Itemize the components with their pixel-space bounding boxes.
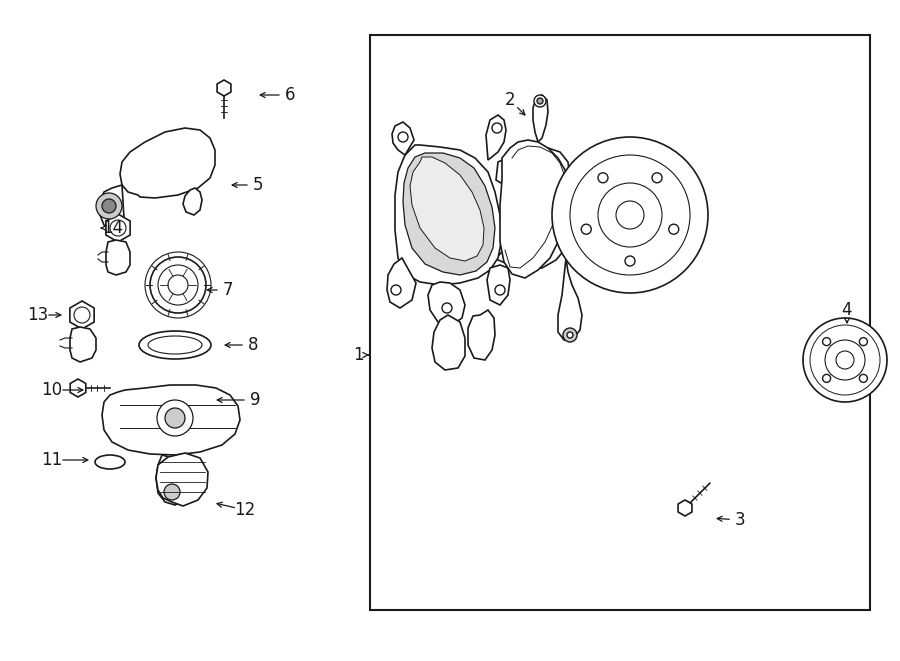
Circle shape bbox=[570, 155, 690, 275]
Circle shape bbox=[598, 183, 662, 247]
Polygon shape bbox=[70, 327, 96, 362]
Circle shape bbox=[616, 201, 644, 229]
Circle shape bbox=[823, 374, 831, 382]
Circle shape bbox=[398, 132, 408, 142]
Text: 10: 10 bbox=[41, 381, 63, 399]
Text: 6: 6 bbox=[284, 86, 295, 104]
Ellipse shape bbox=[95, 455, 125, 469]
Circle shape bbox=[157, 400, 193, 436]
Circle shape bbox=[823, 338, 831, 346]
Circle shape bbox=[442, 303, 452, 313]
Polygon shape bbox=[395, 145, 502, 285]
Circle shape bbox=[563, 328, 577, 342]
Text: 12: 12 bbox=[234, 501, 256, 519]
Ellipse shape bbox=[139, 331, 211, 359]
Circle shape bbox=[492, 123, 502, 133]
Circle shape bbox=[598, 173, 608, 183]
Polygon shape bbox=[533, 95, 548, 142]
Polygon shape bbox=[217, 80, 231, 96]
Polygon shape bbox=[70, 379, 86, 397]
Text: 1: 1 bbox=[353, 346, 364, 364]
Polygon shape bbox=[403, 153, 495, 275]
Polygon shape bbox=[496, 224, 568, 268]
Polygon shape bbox=[678, 500, 692, 516]
Circle shape bbox=[860, 338, 868, 346]
Circle shape bbox=[625, 256, 635, 266]
Circle shape bbox=[158, 265, 198, 305]
Circle shape bbox=[581, 224, 591, 234]
Polygon shape bbox=[496, 148, 570, 192]
Circle shape bbox=[567, 332, 573, 338]
Polygon shape bbox=[183, 188, 202, 215]
Polygon shape bbox=[102, 385, 240, 455]
Circle shape bbox=[652, 173, 662, 183]
Polygon shape bbox=[100, 185, 124, 230]
Bar bbox=[370, 35, 870, 610]
Circle shape bbox=[150, 257, 206, 313]
Polygon shape bbox=[120, 128, 215, 198]
Polygon shape bbox=[487, 265, 510, 305]
Ellipse shape bbox=[148, 336, 202, 354]
Polygon shape bbox=[468, 310, 495, 360]
Circle shape bbox=[803, 318, 887, 402]
Circle shape bbox=[810, 325, 880, 395]
Circle shape bbox=[825, 340, 865, 380]
Circle shape bbox=[110, 220, 126, 236]
Text: 11: 11 bbox=[41, 451, 63, 469]
Text: 7: 7 bbox=[223, 281, 233, 299]
Circle shape bbox=[860, 374, 868, 382]
Polygon shape bbox=[486, 115, 506, 160]
Polygon shape bbox=[106, 214, 130, 242]
Circle shape bbox=[164, 484, 180, 500]
Circle shape bbox=[102, 199, 116, 213]
Circle shape bbox=[165, 408, 185, 428]
Polygon shape bbox=[156, 453, 208, 506]
Polygon shape bbox=[410, 157, 484, 261]
Polygon shape bbox=[428, 282, 465, 325]
Polygon shape bbox=[392, 122, 414, 155]
Circle shape bbox=[96, 193, 122, 219]
Circle shape bbox=[168, 275, 188, 295]
Polygon shape bbox=[106, 240, 130, 275]
Text: 14: 14 bbox=[103, 219, 123, 237]
Circle shape bbox=[537, 98, 543, 104]
Polygon shape bbox=[558, 258, 582, 340]
Circle shape bbox=[836, 351, 854, 369]
Circle shape bbox=[534, 95, 546, 107]
Circle shape bbox=[391, 285, 401, 295]
Text: 3: 3 bbox=[734, 511, 745, 529]
Text: 13: 13 bbox=[27, 306, 49, 324]
Text: 8: 8 bbox=[248, 336, 258, 354]
Circle shape bbox=[74, 307, 90, 323]
Polygon shape bbox=[70, 301, 94, 329]
Text: 5: 5 bbox=[253, 176, 263, 194]
Circle shape bbox=[552, 137, 708, 293]
Circle shape bbox=[495, 285, 505, 295]
Text: 4: 4 bbox=[842, 301, 852, 319]
Polygon shape bbox=[500, 140, 568, 278]
Polygon shape bbox=[156, 455, 190, 505]
Circle shape bbox=[669, 224, 679, 234]
Text: 9: 9 bbox=[250, 391, 260, 409]
Polygon shape bbox=[387, 258, 416, 308]
Text: 2: 2 bbox=[505, 91, 516, 109]
Polygon shape bbox=[432, 315, 465, 370]
